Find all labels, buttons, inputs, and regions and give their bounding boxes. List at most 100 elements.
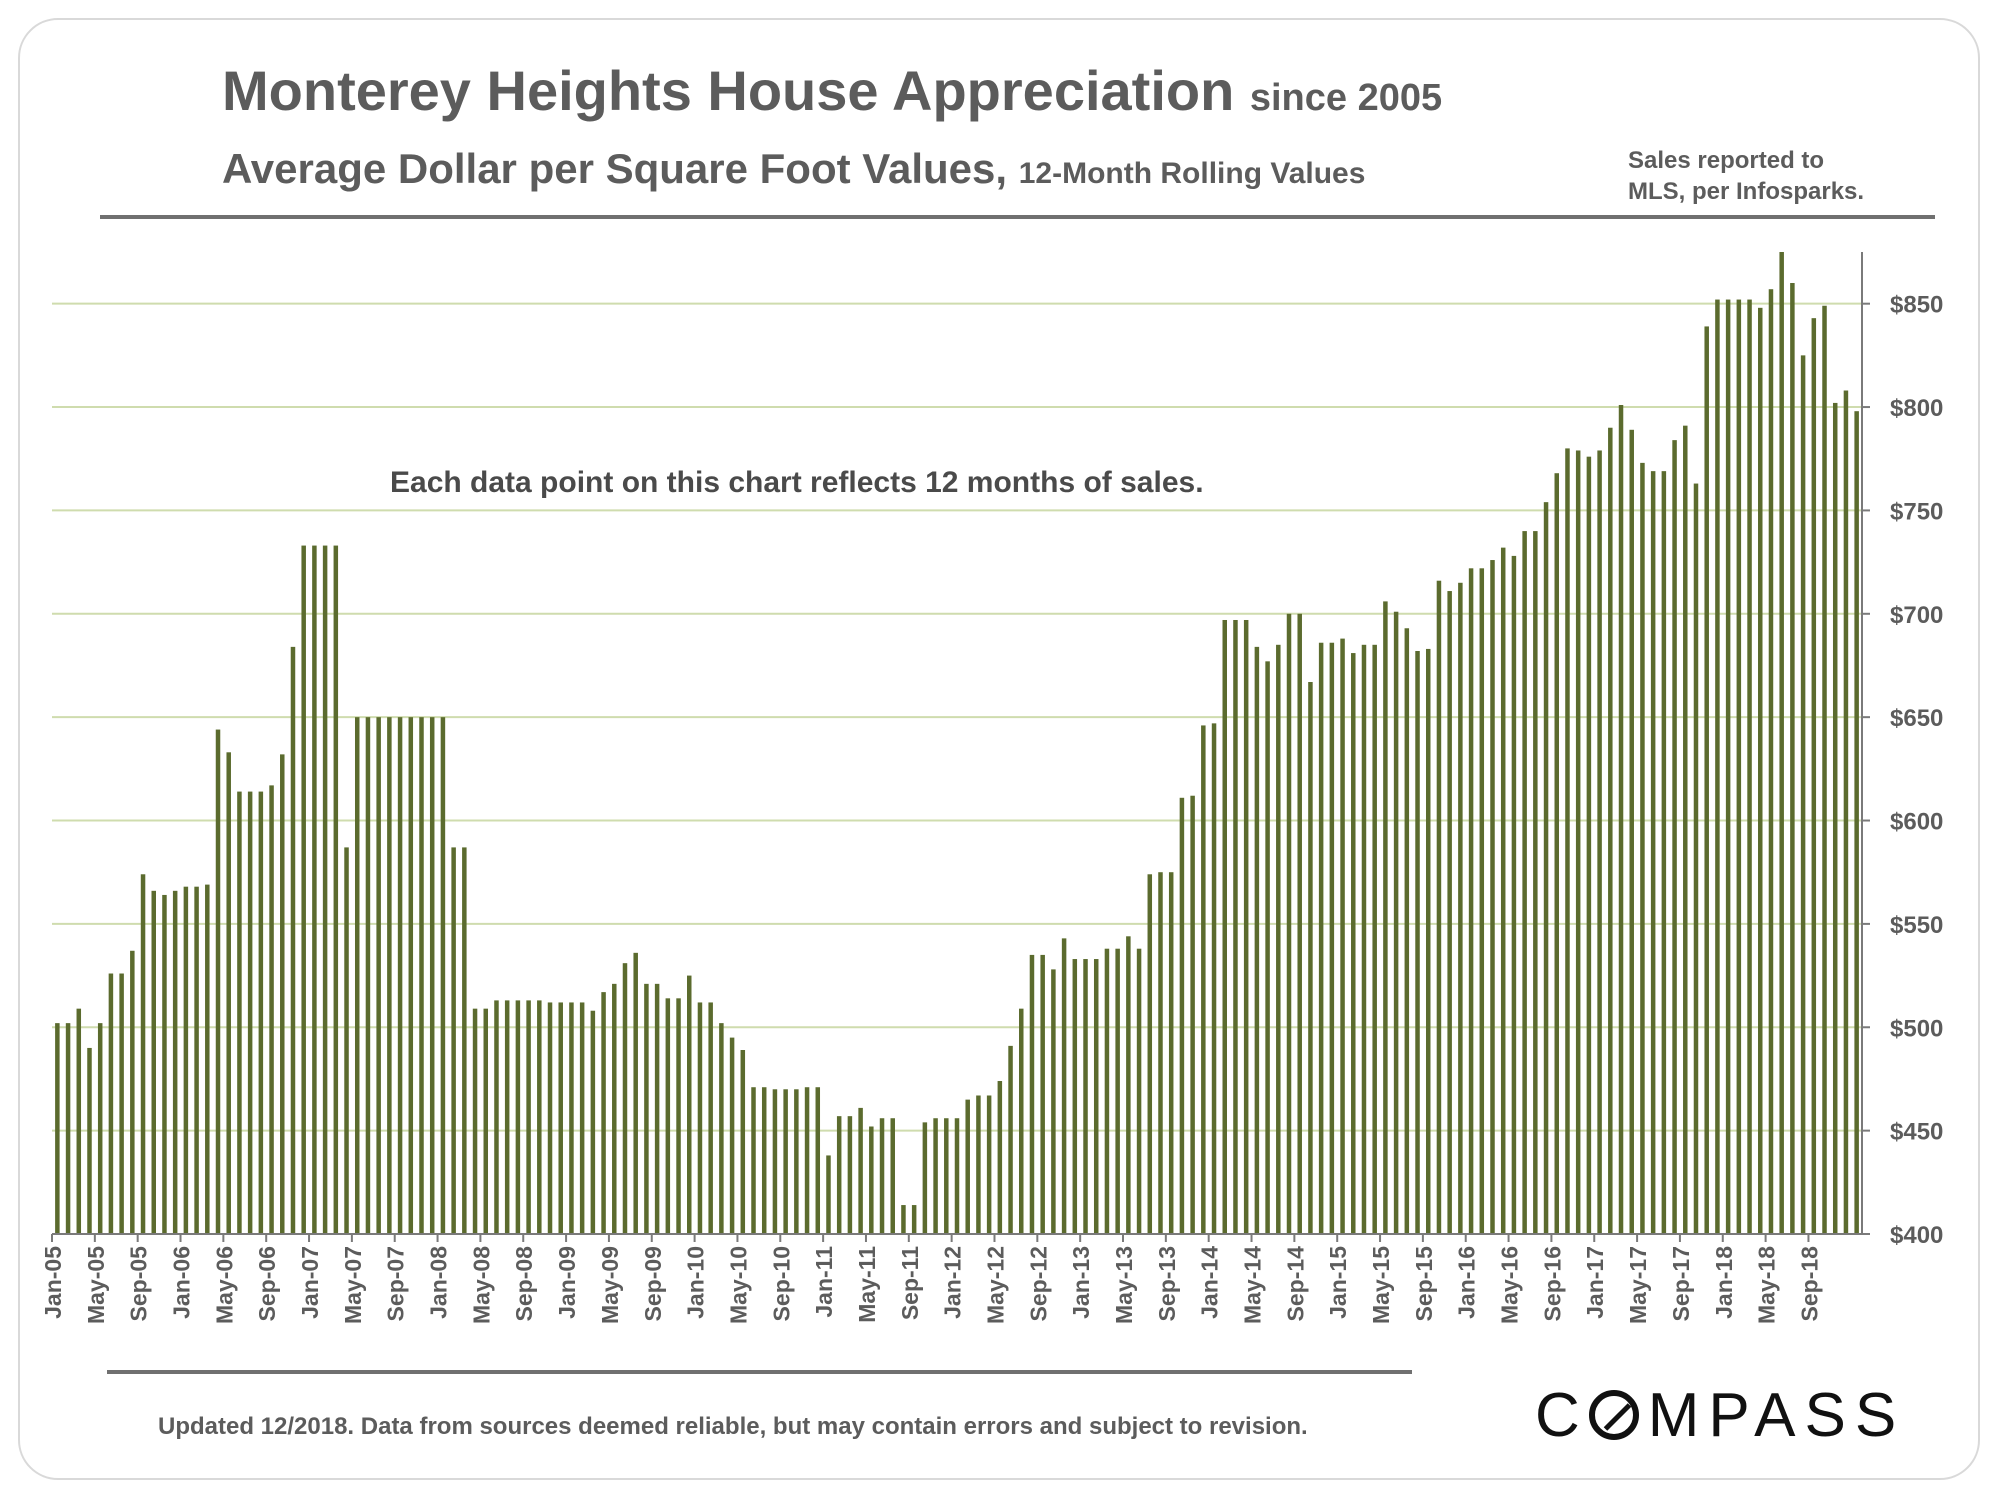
bar bbox=[1533, 531, 1538, 1234]
bar bbox=[365, 717, 371, 1234]
bar bbox=[1222, 619, 1227, 1234]
bar bbox=[515, 1000, 521, 1234]
logo-text-end: MPASS bbox=[1647, 1381, 1906, 1450]
bar bbox=[1179, 797, 1185, 1234]
x-tick-label: Jan-15 bbox=[1325, 1246, 1351, 1319]
x-tick-label: Sep-15 bbox=[1411, 1246, 1437, 1322]
bar bbox=[87, 1047, 92, 1234]
bar bbox=[215, 729, 221, 1234]
bar bbox=[1351, 653, 1356, 1234]
bar bbox=[1136, 948, 1142, 1234]
bar bbox=[526, 1000, 531, 1234]
bar bbox=[804, 1087, 810, 1234]
source-note: Sales reported to MLS, per Infosparks. bbox=[1628, 145, 1864, 207]
bar bbox=[1436, 580, 1442, 1234]
bar bbox=[504, 1000, 510, 1234]
bar bbox=[783, 1089, 788, 1234]
bar bbox=[869, 1126, 874, 1234]
x-tick-label: Sep-07 bbox=[383, 1246, 409, 1321]
x-tick-label: May-09 bbox=[597, 1246, 623, 1324]
bar bbox=[965, 1099, 970, 1234]
bar bbox=[462, 847, 467, 1234]
bar bbox=[1243, 619, 1249, 1234]
bar bbox=[761, 1087, 767, 1234]
bar bbox=[1318, 642, 1324, 1234]
bar bbox=[1040, 954, 1045, 1234]
bar bbox=[1158, 872, 1163, 1234]
footer-disclaimer: Updated 12/2018. Data from sources deeme… bbox=[158, 1413, 1308, 1440]
bar bbox=[387, 717, 392, 1234]
bar bbox=[826, 1155, 831, 1234]
bar bbox=[1233, 619, 1238, 1234]
bar bbox=[280, 754, 285, 1234]
bar bbox=[1672, 440, 1677, 1234]
bar bbox=[1383, 601, 1388, 1234]
chart-subtitle: Average Dollar per Square Foot Values, 1… bbox=[222, 145, 1365, 193]
bar bbox=[1575, 450, 1581, 1235]
bar bbox=[751, 1087, 756, 1234]
x-tick-label: Jan-18 bbox=[1711, 1246, 1737, 1319]
bar bbox=[97, 1023, 103, 1234]
bar bbox=[344, 847, 349, 1234]
bar bbox=[1790, 283, 1795, 1234]
bar bbox=[1447, 591, 1452, 1234]
bar bbox=[1415, 651, 1420, 1234]
bar bbox=[654, 983, 660, 1234]
bar bbox=[1329, 642, 1335, 1234]
source-line-2: MLS, per Infosparks. bbox=[1628, 178, 1865, 205]
x-tick-label: May-16 bbox=[1497, 1246, 1523, 1324]
bar bbox=[1522, 531, 1527, 1234]
y-axis-labels: $400 $450 $500 $550 $600 $650 $700 $750 $800 $850 bbox=[1890, 292, 1943, 1249]
bar bbox=[719, 1023, 724, 1234]
bar bbox=[1468, 568, 1474, 1234]
y-tick-label: $600 bbox=[1890, 809, 1943, 836]
bar bbox=[665, 998, 671, 1234]
bar bbox=[537, 1000, 542, 1234]
bar bbox=[397, 717, 403, 1234]
bar bbox=[1061, 938, 1067, 1234]
bar bbox=[290, 646, 296, 1234]
bar bbox=[1693, 483, 1699, 1234]
bar bbox=[612, 983, 617, 1234]
bar bbox=[1683, 425, 1688, 1234]
bar bbox=[922, 1122, 928, 1234]
bar bbox=[1715, 299, 1720, 1234]
x-tick-label: May-06 bbox=[211, 1246, 237, 1324]
source-line-1: Sales reported to bbox=[1628, 147, 1825, 174]
bar bbox=[1479, 568, 1485, 1234]
bar bbox=[547, 1002, 553, 1234]
x-tick-label: Sep-11 bbox=[897, 1246, 923, 1320]
x-tick-label: May-17 bbox=[1625, 1246, 1651, 1324]
x-tick-label: Jan-12 bbox=[940, 1246, 966, 1319]
bar bbox=[676, 998, 681, 1234]
bar bbox=[879, 1118, 885, 1234]
bar bbox=[729, 1037, 735, 1234]
bar bbox=[911, 1205, 917, 1234]
bar bbox=[108, 973, 114, 1234]
x-tick-label: May-13 bbox=[1111, 1246, 1137, 1324]
bar bbox=[1361, 644, 1367, 1234]
bar bbox=[1500, 547, 1506, 1234]
bar bbox=[301, 545, 306, 1234]
x-tick-label: Sep-14 bbox=[1282, 1246, 1308, 1322]
slide-frame bbox=[18, 18, 1980, 1480]
subtitle-main: Average Dollar per Square Foot Values, bbox=[222, 145, 1008, 192]
bar bbox=[1211, 723, 1217, 1234]
bar bbox=[1083, 959, 1088, 1234]
bar bbox=[1640, 462, 1645, 1234]
bar bbox=[1425, 648, 1431, 1234]
y-tick-label: $450 bbox=[1890, 1119, 1943, 1146]
x-tick-label: Sep-09 bbox=[640, 1246, 666, 1321]
bar bbox=[1586, 456, 1592, 1234]
x-tick-label: Sep-12 bbox=[1025, 1246, 1051, 1321]
bar bbox=[622, 963, 628, 1234]
y-tick-label: $550 bbox=[1890, 912, 1943, 939]
bar bbox=[140, 874, 146, 1234]
footer-divider bbox=[107, 1370, 1412, 1374]
bar bbox=[76, 1008, 82, 1234]
bar bbox=[65, 1023, 71, 1234]
bar bbox=[1822, 305, 1827, 1234]
bar bbox=[1265, 661, 1270, 1234]
bar bbox=[312, 545, 317, 1234]
bar bbox=[333, 545, 339, 1234]
